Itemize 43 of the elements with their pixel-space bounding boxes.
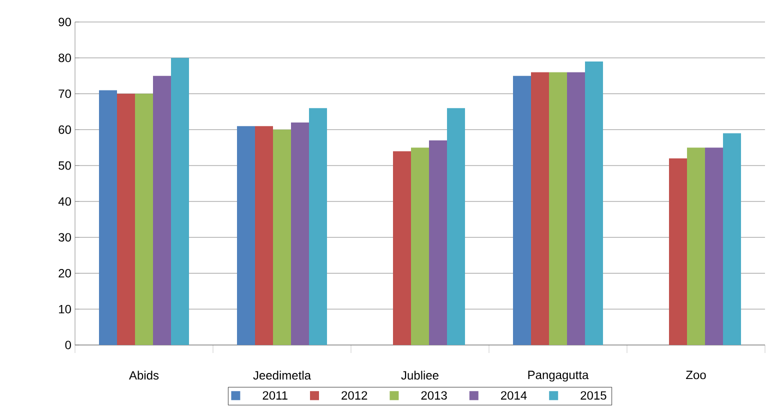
bar	[429, 140, 448, 345]
bar	[585, 61, 604, 345]
bar	[237, 126, 255, 345]
bar	[531, 72, 550, 345]
legend-label: 2012	[342, 391, 368, 400]
y-tick-label: 50	[58, 161, 72, 170]
y-tick-label: 80	[58, 54, 72, 62]
bar	[549, 72, 568, 345]
bar	[273, 130, 292, 345]
x-tick-label: Pangagutta	[528, 370, 589, 382]
y-tick-label: 90	[58, 18, 72, 26]
bar	[393, 151, 411, 345]
y-tick-label: 40	[58, 197, 72, 206]
bar	[255, 126, 273, 345]
legend-label: 2014	[501, 391, 527, 400]
y-tick-label: 30	[58, 233, 72, 242]
legend-label: 2011	[262, 391, 288, 400]
y-tick-label: 20	[58, 268, 72, 278]
x-tick-label: Abids	[129, 370, 159, 380]
bar	[411, 148, 430, 345]
bar	[447, 108, 466, 345]
bar	[669, 158, 688, 345]
x-tick-label: Zoo	[686, 370, 706, 380]
bar	[513, 76, 532, 345]
legend-label: 2013	[421, 391, 447, 400]
y-tick-label: 10	[59, 304, 72, 314]
bar	[99, 90, 117, 345]
x-tick-label: Jeedimetla	[253, 370, 311, 380]
bar	[117, 94, 135, 345]
bar	[171, 58, 190, 345]
x-tick-label: Jubliee	[401, 370, 438, 380]
bar	[153, 76, 172, 345]
bar	[687, 148, 706, 345]
bar	[291, 122, 310, 345]
bar	[705, 148, 724, 345]
bar	[309, 108, 328, 345]
y-tick-label: 0	[65, 340, 72, 350]
bar	[135, 94, 154, 345]
bar	[723, 133, 742, 345]
y-tick-label: 60	[58, 125, 72, 134]
legend-label: 2015	[580, 391, 606, 400]
bar	[567, 72, 586, 345]
y-tick-label: 70	[58, 90, 72, 98]
